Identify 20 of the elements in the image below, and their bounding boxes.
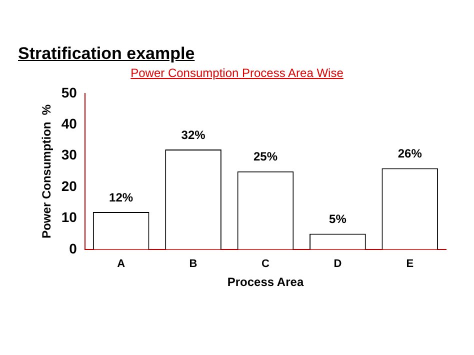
y-tick-label: 40 <box>61 115 78 132</box>
x-tick-label: D <box>334 258 342 270</box>
data-label: 12% <box>109 190 134 204</box>
data-label: 32% <box>181 128 206 142</box>
y-tick-label: 30 <box>61 146 78 163</box>
data-label: 26% <box>398 146 422 161</box>
x-axis-title: Process Area <box>227 275 304 290</box>
data-label: 5% <box>329 212 347 226</box>
y-tick-label: 0 <box>69 240 78 256</box>
x-tick-label: A <box>117 258 126 270</box>
y-axis-title: Power Consumption % <box>40 104 54 238</box>
y-tick-label: 50 <box>61 84 78 100</box>
y-tick-label: 20 <box>61 178 78 194</box>
x-tick-label: E <box>406 258 414 270</box>
chart-title: Stratification example <box>18 44 195 64</box>
chart-subtitle: Power Consumption Process Area Wise <box>130 66 344 80</box>
y-tick-label: 10 <box>61 209 78 226</box>
x-tick-label: B <box>189 258 198 270</box>
data-label: 25% <box>253 150 278 164</box>
x-tick-label: C <box>262 258 270 270</box>
